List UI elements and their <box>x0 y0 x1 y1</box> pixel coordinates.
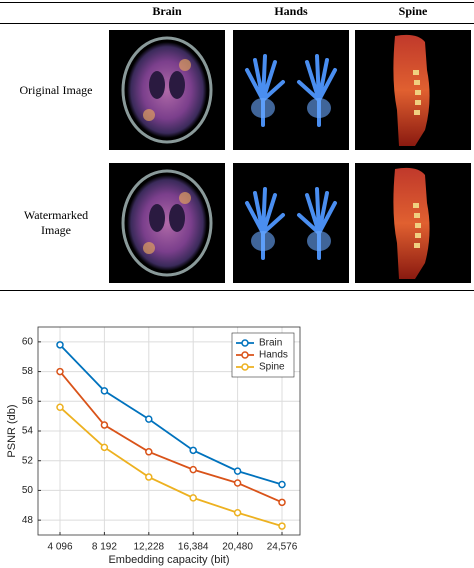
hands-watermarked-image <box>231 161 351 285</box>
spine-watermarked-image <box>355 163 471 283</box>
hands-image <box>231 28 351 152</box>
series-line <box>59 370 283 504</box>
point <box>145 448 153 456</box>
legend-marker <box>241 363 249 371</box>
point <box>233 467 242 475</box>
y-tick-label: 56 <box>22 396 34 407</box>
x-tick-label: 12,228 <box>134 542 165 553</box>
brain-watermarked-image <box>107 161 227 285</box>
point <box>189 494 197 502</box>
top-rule <box>0 2 474 3</box>
point <box>233 479 242 487</box>
x-axis-label: Embedding capacity (bit) <box>108 554 229 566</box>
point <box>100 421 109 429</box>
legend-marker <box>241 351 249 359</box>
point <box>189 465 197 474</box>
y-tick-label: 54 <box>22 426 34 437</box>
y-axis-label: PSNR (db) <box>6 404 18 457</box>
chart: 48 50 52 54 56 58 60 4 096 8 192 12,228 16,384 20,4… <box>6 326 301 566</box>
point <box>56 341 64 349</box>
x-tick-label: 20,480 <box>222 542 253 553</box>
point <box>278 522 286 530</box>
x-tick-label: 8 192 <box>92 542 117 553</box>
y-tick-label: 60 <box>22 336 34 347</box>
series-line <box>59 406 283 527</box>
point <box>145 415 153 423</box>
legend-label: Hands <box>259 350 288 361</box>
bottom-rule <box>0 290 474 291</box>
series-line <box>59 344 283 486</box>
plot-frame <box>37 326 301 536</box>
header-rule <box>0 23 474 24</box>
point <box>189 446 197 455</box>
column-header: Spine <box>398 4 428 18</box>
legend-label: Brain <box>259 338 282 349</box>
y-tick-label: 58 <box>22 366 34 377</box>
legend-label: Spine <box>259 362 285 373</box>
y-tick-label: 48 <box>22 515 34 526</box>
legend-marker <box>241 339 249 347</box>
column-header: Hands <box>274 4 308 18</box>
point <box>56 403 64 411</box>
x-tick-label: 24,576 <box>267 542 298 553</box>
point <box>145 473 153 481</box>
column-header: Brain <box>152 4 182 18</box>
point <box>278 480 286 489</box>
point <box>100 387 109 395</box>
point <box>233 508 242 517</box>
y-tick-label: 52 <box>22 455 34 466</box>
row-label: Original Image <box>19 83 93 97</box>
row-label: Watermarked Image <box>23 208 89 237</box>
point <box>278 498 286 507</box>
brain-image <box>107 28 227 152</box>
spine-image <box>355 30 471 150</box>
y-tick-label: 50 <box>22 485 34 496</box>
x-tick-label: 16,384 <box>178 542 209 553</box>
point <box>56 367 64 376</box>
point <box>100 443 109 452</box>
x-tick-label: 4 096 <box>47 542 72 553</box>
